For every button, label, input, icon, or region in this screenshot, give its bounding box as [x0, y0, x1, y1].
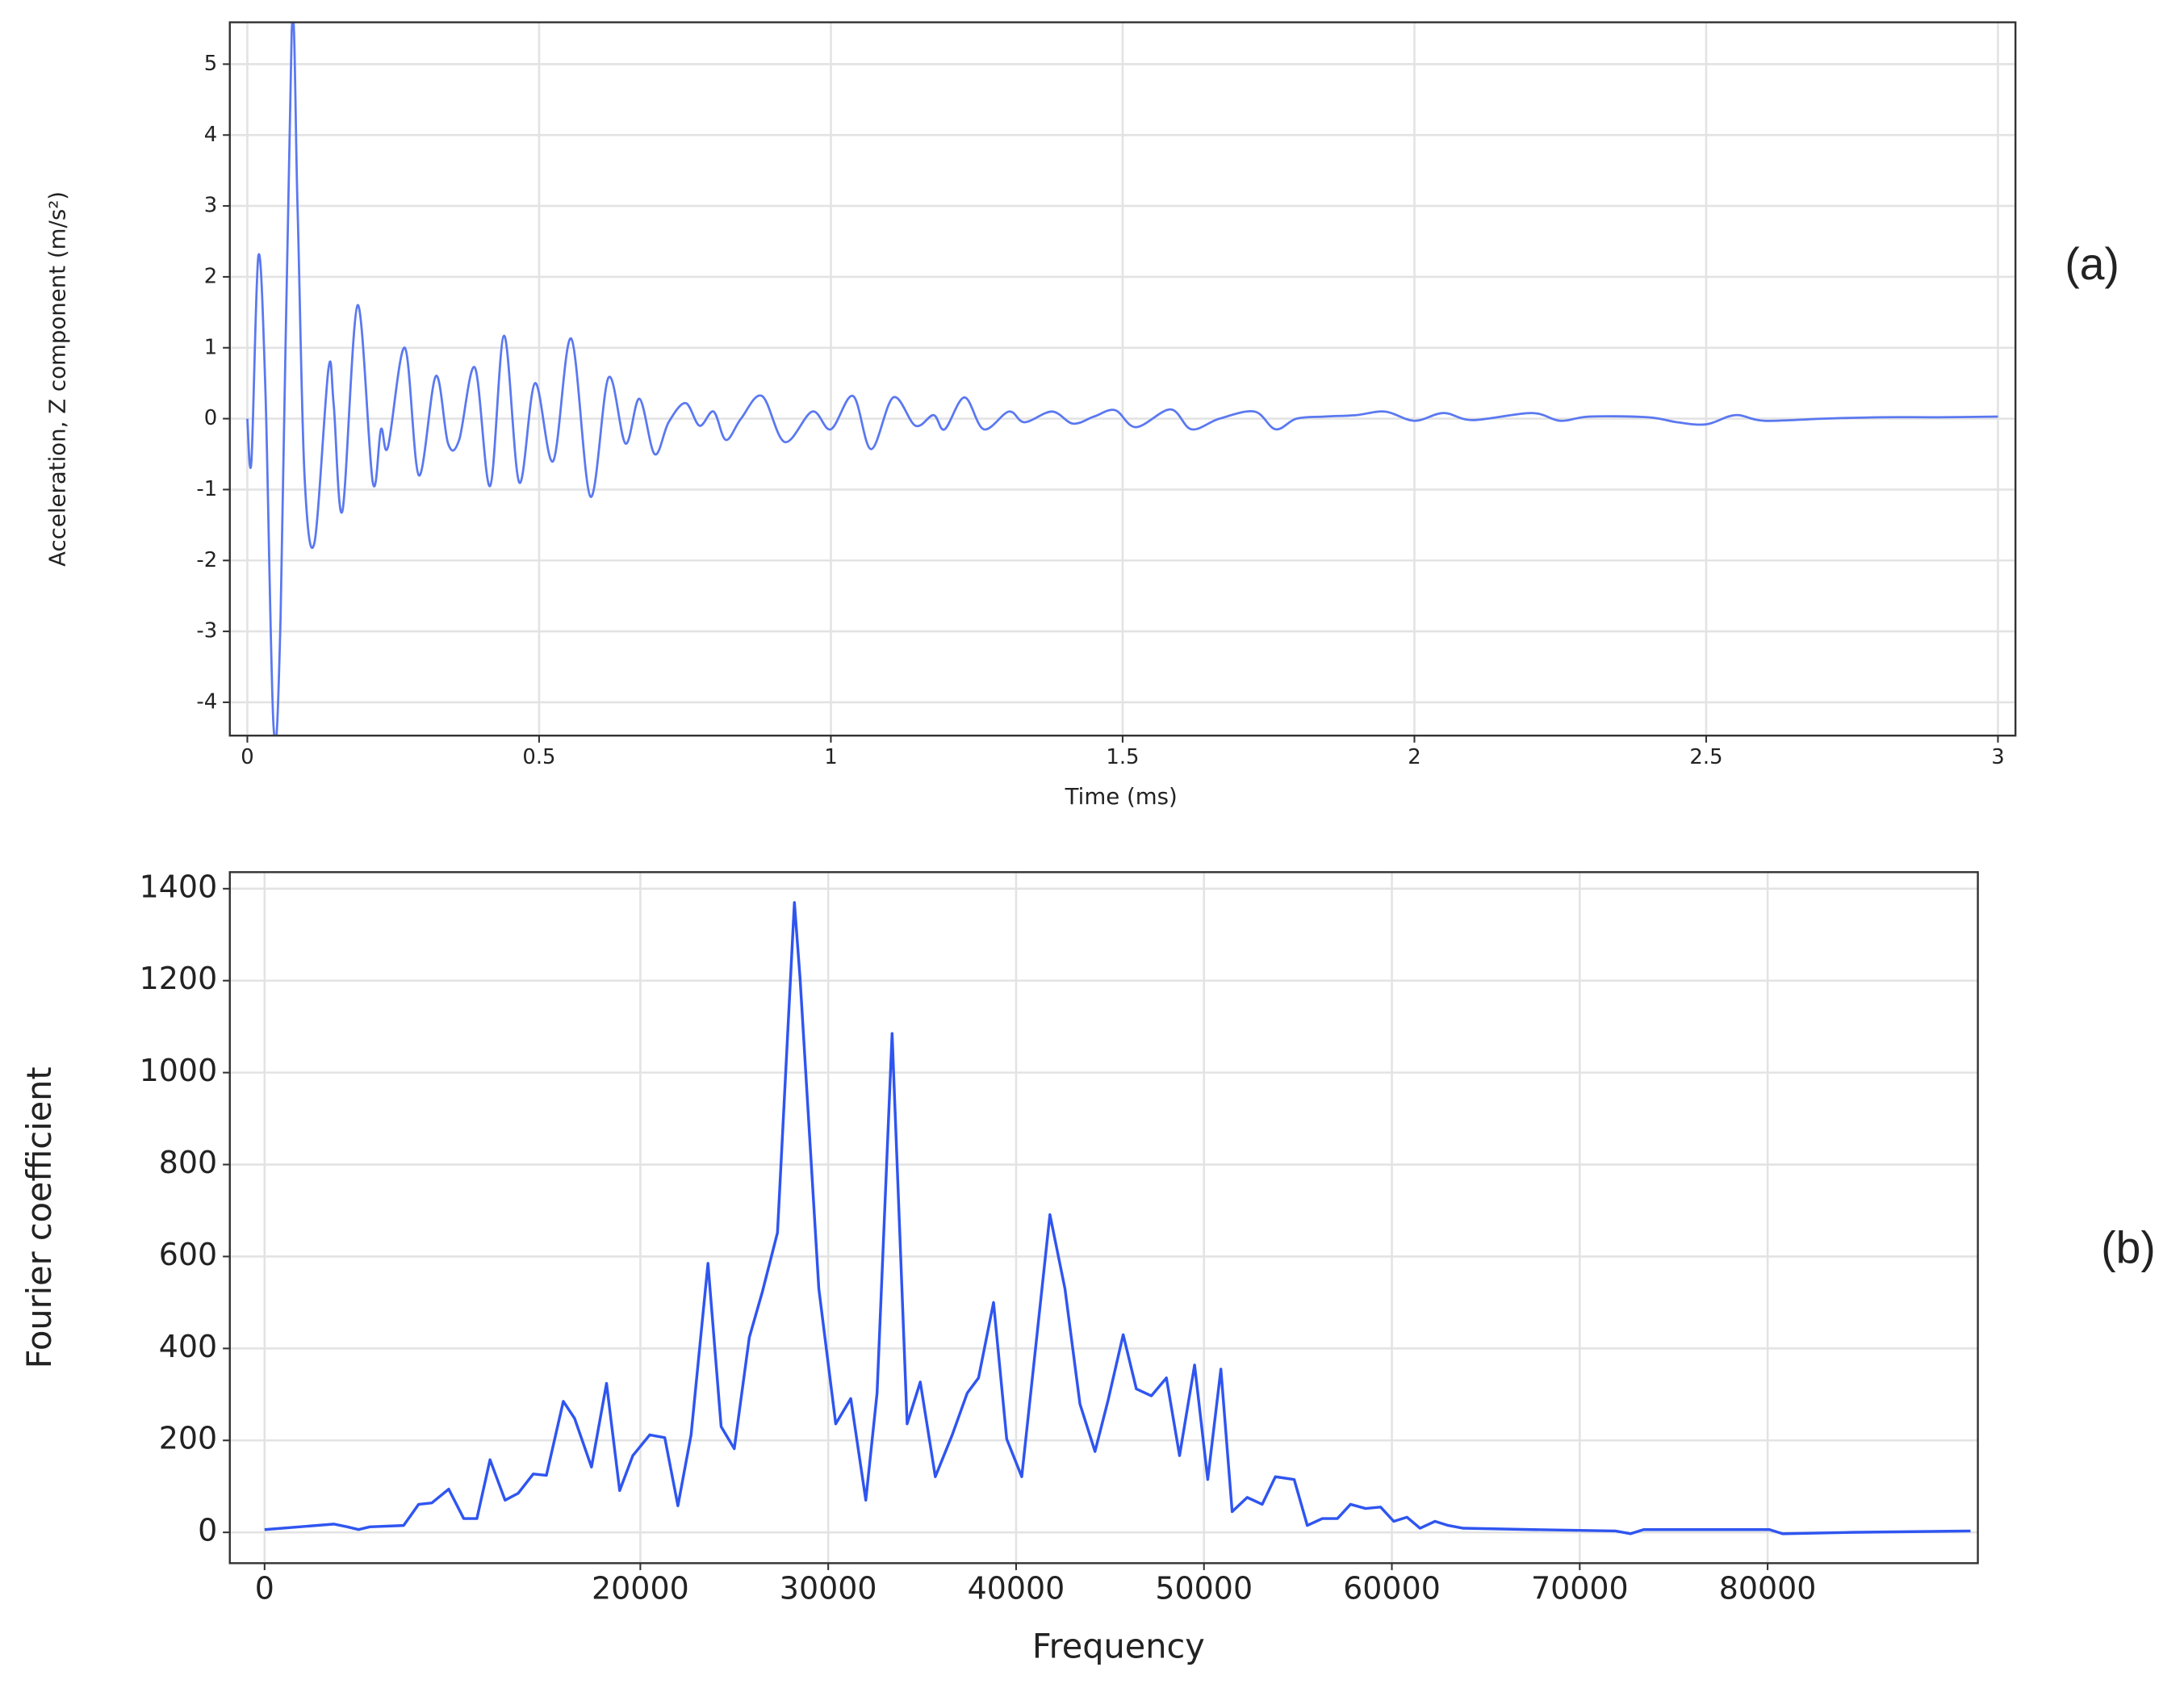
y-tick-label: -3 — [196, 619, 217, 643]
y-tick-label: 2 — [204, 264, 217, 288]
plot-frame — [228, 21, 2017, 737]
plot-frame — [228, 871, 1979, 1565]
panel-label: (a) — [2065, 239, 2119, 289]
x-tick-label: 0.5 — [522, 745, 555, 769]
y-tick-label: 3 — [204, 194, 217, 218]
y-axis-label: Fourier coefficient — [20, 1066, 59, 1368]
y-tick-label: 400 — [159, 1329, 217, 1364]
y-tick-label: 0 — [198, 1513, 217, 1548]
plot-clip — [264, 901, 1971, 1535]
x-tick-label: 0 — [241, 745, 253, 769]
x-tick-label: 50000 — [1155, 1570, 1253, 1606]
data-line — [246, 22, 1998, 736]
x-tick-label: 60000 — [1343, 1570, 1441, 1606]
x-tick-label: 80000 — [1719, 1570, 1817, 1606]
x-axis-label: Time (ms) — [1065, 783, 1178, 810]
x-tick-label: 1 — [824, 745, 837, 769]
x-tick-label: 3 — [1991, 745, 2004, 769]
x-tick-label: 70000 — [1531, 1570, 1629, 1606]
y-tick-label: 1400 — [140, 869, 218, 904]
x-tick-label: 2 — [1408, 745, 1420, 769]
x-tick-label: 40000 — [968, 1570, 1065, 1606]
data-line — [264, 901, 1971, 1535]
y-axis-label: Acceleration, Z component (m/s²) — [44, 191, 70, 567]
x-axis-label: Frequency — [1032, 1628, 1205, 1666]
y-tick-label: 1200 — [140, 961, 218, 996]
y-tick-label: 0 — [204, 406, 217, 430]
x-tick-label: 20000 — [592, 1570, 689, 1606]
y-tick-label: 600 — [159, 1237, 217, 1272]
x-tick-label: 2.5 — [1689, 745, 1722, 769]
y-tick-label: 1000 — [140, 1053, 218, 1088]
y-tick-label: -2 — [196, 548, 217, 572]
y-tick-label: 1 — [204, 335, 217, 359]
x-tick-label: 30000 — [780, 1570, 877, 1606]
plot-clip — [246, 22, 1998, 736]
y-tick-label: -1 — [196, 477, 217, 501]
x-tick-label: 1.5 — [1106, 745, 1139, 769]
y-tick-label: -4 — [196, 689, 217, 714]
y-tick-label: 200 — [159, 1421, 217, 1456]
x-tick-label: 0 — [255, 1570, 274, 1606]
y-tick-label: 800 — [159, 1145, 217, 1180]
y-tick-label: 4 — [204, 123, 217, 147]
y-tick-label: 5 — [204, 52, 217, 76]
panel-label: (b) — [2101, 1222, 2155, 1272]
